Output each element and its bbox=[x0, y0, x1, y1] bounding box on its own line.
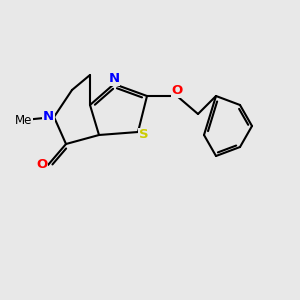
Text: N: N bbox=[43, 110, 54, 124]
Text: N: N bbox=[108, 72, 120, 85]
Text: O: O bbox=[36, 158, 48, 172]
Text: Me: Me bbox=[15, 113, 33, 127]
Text: S: S bbox=[139, 128, 148, 142]
Text: O: O bbox=[171, 84, 183, 97]
